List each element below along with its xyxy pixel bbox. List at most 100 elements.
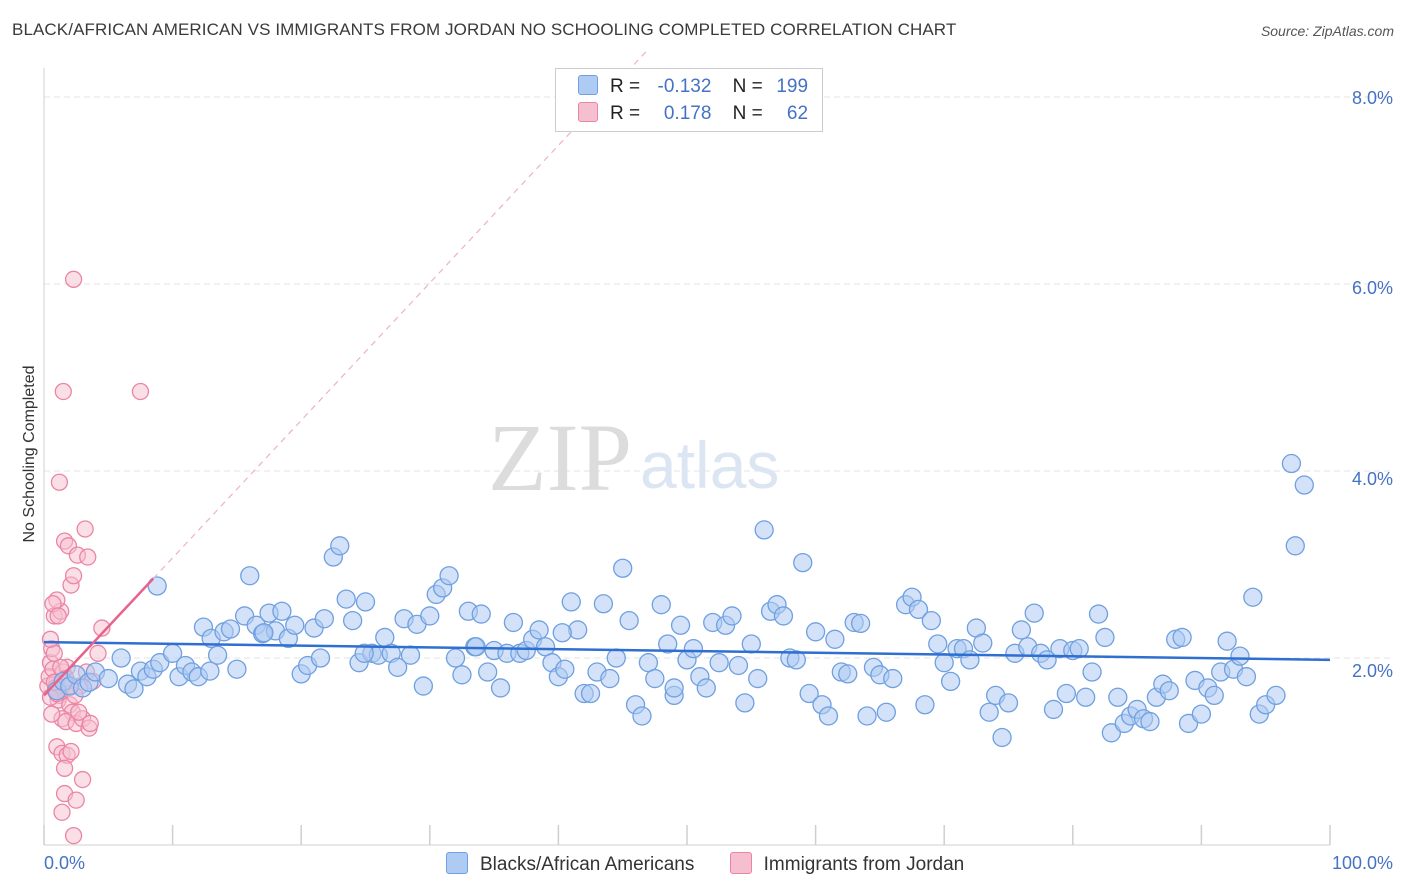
jordan-trend-line bbox=[43, 577, 155, 697]
black-point bbox=[1024, 603, 1044, 623]
black-point bbox=[1236, 667, 1257, 687]
jordan-points bbox=[39, 270, 150, 845]
black-point bbox=[805, 622, 826, 642]
legend-swatch-blue bbox=[578, 75, 598, 95]
black-point bbox=[1101, 723, 1122, 743]
black-point bbox=[600, 668, 620, 689]
y-tick-label-2: 2.0% bbox=[1352, 661, 1393, 681]
legend-r-value-black: -0.132 bbox=[657, 76, 712, 97]
black-point bbox=[1266, 685, 1286, 706]
tick-labels: 0.0% 100.0% 2.0% 4.0% 6.0% 8.0% bbox=[44, 88, 1393, 873]
black-point bbox=[98, 668, 118, 689]
black-point bbox=[1095, 627, 1115, 648]
jordan-point bbox=[131, 382, 150, 401]
black-point bbox=[754, 520, 774, 540]
black-point bbox=[1011, 620, 1032, 640]
legend-row-jordan: R = 0.178 N = 62 bbox=[578, 102, 808, 126]
black-point bbox=[1178, 713, 1199, 734]
black-point bbox=[1159, 681, 1179, 701]
black-point bbox=[111, 648, 131, 668]
jordan-point bbox=[53, 803, 71, 821]
black-point bbox=[227, 659, 247, 679]
black-point bbox=[1172, 627, 1192, 648]
black-point bbox=[254, 623, 274, 643]
jordan-point bbox=[43, 705, 61, 723]
y-tick-label-8: 8.0% bbox=[1352, 88, 1393, 108]
jordan-point bbox=[64, 567, 83, 585]
black-point bbox=[555, 659, 575, 679]
black-point bbox=[1285, 536, 1305, 556]
black-point bbox=[786, 650, 806, 670]
black-point bbox=[124, 679, 144, 699]
legend-n-value-black: 199 bbox=[776, 76, 809, 97]
black-point bbox=[1217, 631, 1237, 651]
black-point bbox=[825, 629, 845, 649]
bottom-legend-item-black: Blacks/African Americans bbox=[446, 852, 694, 876]
black-trend-line bbox=[43, 640, 1331, 662]
watermark: ZIP atlas bbox=[488, 404, 779, 511]
black-point bbox=[1294, 475, 1314, 495]
black-point bbox=[445, 648, 466, 668]
black-point bbox=[728, 655, 749, 676]
black-point bbox=[1230, 646, 1250, 666]
black-point bbox=[973, 633, 993, 653]
black-point bbox=[709, 653, 729, 673]
black-point bbox=[1108, 687, 1128, 707]
black-point bbox=[1088, 604, 1109, 624]
legend-n-label: N = bbox=[732, 103, 763, 124]
black-point bbox=[838, 664, 858, 684]
black-point bbox=[1243, 587, 1263, 607]
bottom-legend-item-jordan: Immigrants from Jordan bbox=[729, 852, 964, 876]
black-point bbox=[580, 683, 601, 704]
black-point bbox=[310, 648, 331, 668]
black-point bbox=[632, 706, 652, 726]
jordan-point bbox=[73, 770, 92, 789]
watermark-zip: ZIP bbox=[488, 404, 632, 511]
black-point bbox=[915, 695, 935, 715]
jordan-point bbox=[93, 619, 111, 637]
black-point bbox=[490, 678, 511, 698]
black-point bbox=[1082, 662, 1102, 682]
y-tick-label-4: 4.0% bbox=[1352, 469, 1393, 489]
jordan-point bbox=[50, 473, 69, 491]
black-point bbox=[979, 702, 999, 722]
black-point bbox=[413, 676, 434, 696]
black-point bbox=[619, 610, 639, 631]
jordan-point bbox=[81, 714, 99, 733]
black-point bbox=[593, 594, 614, 614]
black-point bbox=[200, 661, 220, 681]
jordan-point bbox=[64, 827, 83, 845]
black-point bbox=[921, 610, 941, 631]
stats-legend: R = -0.132 N = 199 R = 0.178 N = 62 bbox=[555, 68, 823, 132]
black-point bbox=[314, 609, 334, 629]
black-point bbox=[1076, 687, 1096, 707]
watermark-atlas: atlas bbox=[640, 428, 779, 502]
jordan-point bbox=[54, 382, 72, 401]
jordan-point bbox=[55, 759, 74, 777]
bottom-legend-label-black: Blacks/African Americans bbox=[480, 854, 695, 875]
black-point bbox=[940, 671, 961, 692]
jordan-point bbox=[62, 742, 80, 761]
legend-n-label: N = bbox=[732, 76, 763, 97]
jordan-point bbox=[76, 520, 94, 538]
black-point bbox=[773, 606, 794, 626]
jordan-point bbox=[41, 630, 60, 648]
legend-r-value-jordan: 0.178 bbox=[663, 103, 712, 124]
legend-r-label: R = bbox=[610, 76, 641, 97]
black-points bbox=[47, 453, 1314, 748]
black-point bbox=[883, 668, 903, 689]
black-point bbox=[1191, 704, 1212, 724]
black-point bbox=[908, 599, 929, 620]
x-tick-label-0: 0.0% bbox=[44, 853, 85, 873]
black-point bbox=[683, 639, 704, 659]
black-point bbox=[928, 634, 948, 654]
black-point bbox=[400, 645, 421, 665]
black-point bbox=[561, 592, 581, 612]
black-point bbox=[285, 615, 305, 635]
jordan-point bbox=[49, 607, 67, 625]
bottom-legend: Blacks/African Americans Immigrants from… bbox=[446, 852, 994, 876]
y-tick-label-6: 6.0% bbox=[1352, 278, 1393, 298]
axes bbox=[43, 68, 1331, 846]
black-point bbox=[658, 634, 678, 654]
